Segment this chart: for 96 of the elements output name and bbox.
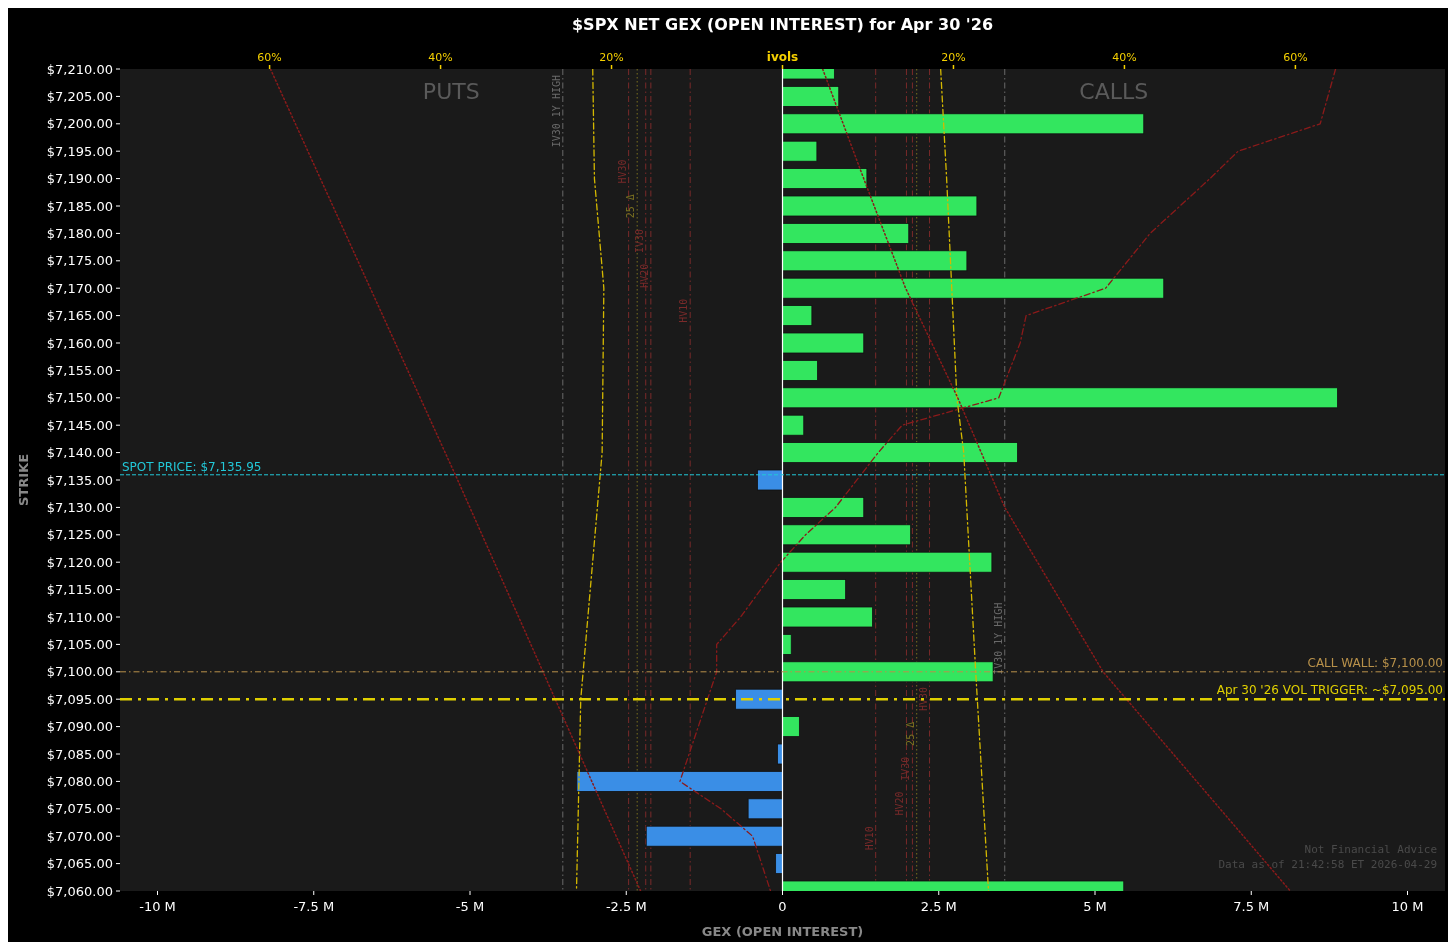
x2-tick-label: 40% (1112, 51, 1137, 64)
bar (782, 634, 792, 655)
y-axis-title: STRIKE (16, 453, 31, 507)
x-tick-label: 7.5 M (1233, 899, 1270, 914)
bar (757, 469, 783, 491)
bar (782, 195, 978, 217)
ref-line-label: IV30 (633, 229, 645, 254)
x2-tick-label: 60% (257, 51, 282, 64)
bar (782, 497, 865, 518)
y-tick-label: $7,205.00 (46, 88, 113, 104)
y-tick-label: $7,165.00 (46, 308, 113, 324)
bar (782, 305, 813, 326)
bar (782, 524, 912, 546)
bar (782, 551, 993, 573)
y-tick-label: $7,130.00 (46, 499, 113, 515)
ref-line-label: IV30 1Y HIGH (992, 602, 1004, 675)
y-tick-label: $7,125.00 (46, 527, 113, 543)
bar (782, 442, 1018, 463)
ref-line-label: SPOT PRICE: $7,135.95 (122, 459, 262, 474)
y-tick-label: $7,115.00 (46, 582, 113, 598)
ref-line-label: CALL WALL: $7,100.00 (1307, 655, 1443, 670)
y-tick-label: $7,175.00 (46, 253, 113, 269)
x2-tick-label: 20% (599, 51, 624, 64)
annotation: CALLS (1079, 79, 1149, 104)
y-tick-label: $7,185.00 (46, 198, 113, 214)
y-tick-label: $7,135.00 (46, 472, 113, 488)
y-tick-label: $7,095.00 (46, 691, 113, 707)
y-tick-label: $7,060.00 (46, 883, 113, 899)
x2-tick-label: 20% (941, 51, 966, 64)
y-tick-label: $7,145.00 (46, 417, 113, 433)
x2-tick-label: ivols (766, 50, 799, 64)
bar (782, 579, 847, 600)
x-tick-label: 2.5 M (920, 899, 957, 914)
x2-tick-label: 40% (428, 51, 453, 64)
bar (782, 223, 910, 244)
bar (576, 771, 783, 792)
y-tick-label: $7,090.00 (46, 719, 113, 735)
bar (777, 743, 783, 765)
y-tick-label: $7,070.00 (46, 828, 113, 844)
y-tick-label: $7,170.00 (46, 280, 113, 296)
x2-tick-label: 60% (1283, 51, 1308, 64)
ref-line-label: HV10 (863, 826, 875, 851)
ref-line-label: HV10 (678, 298, 690, 323)
bar (735, 688, 783, 710)
ref-line-label: IV30 (900, 756, 912, 781)
y-tick-label: $7,140.00 (46, 445, 113, 461)
annotation: PUTS (422, 79, 480, 104)
x-tick-label: -7.5 M (293, 899, 335, 914)
bar (782, 250, 968, 272)
bar (645, 825, 783, 847)
bar (775, 853, 783, 874)
y-tick-label: $7,160.00 (46, 335, 113, 351)
ref-line-label: HV30 (917, 687, 929, 712)
ref-line-label: IV30 1Y HIGH (550, 75, 562, 148)
bar (782, 414, 805, 436)
y-tick-label: $7,110.00 (46, 609, 113, 625)
x-tick-label: -2.5 M (605, 899, 647, 914)
x-tick-label: -10 M (139, 899, 176, 914)
bar (782, 360, 818, 381)
y-tick-label: $7,085.00 (46, 746, 113, 762)
chart-title: $SPX NET GEX (OPEN INTEREST) for Apr 30 '26 (571, 15, 994, 34)
bar (782, 140, 818, 162)
bar (782, 86, 840, 107)
ref-line-label: Apr 30 '26 VOL TRIGGER: ~$7,095.00 (1216, 683, 1443, 698)
y-tick-label: $7,080.00 (46, 773, 113, 789)
x-tick-label: 5 M (1083, 899, 1107, 914)
bar (782, 716, 800, 737)
y-tick-label: $7,105.00 (46, 636, 113, 652)
x-tick-label: 0 (778, 899, 787, 914)
x-tick-label: 10 M (1391, 899, 1424, 914)
y-tick-label: $7,075.00 (46, 801, 113, 817)
bar (782, 277, 1165, 299)
x-tick-label: -5 M (455, 899, 485, 914)
ref-line-label: HV20 (894, 791, 906, 816)
bar (747, 798, 783, 820)
bar (782, 606, 873, 628)
y-tick-label: $7,180.00 (46, 225, 113, 241)
ref-line-label: HV30 (616, 159, 628, 184)
bar (782, 332, 865, 354)
ref-line-label: 25 Δ (625, 194, 637, 219)
bar (782, 168, 868, 189)
y-tick-label: $7,200.00 (46, 116, 113, 132)
y-tick-label: $7,155.00 (46, 362, 113, 378)
ref-line-label: HV20 (638, 263, 650, 288)
y-tick-label: $7,100.00 (46, 664, 113, 680)
x-axis-title: GEX (OPEN INTEREST) (701, 924, 864, 939)
bar (782, 387, 1338, 409)
y-tick-label: $7,120.00 (46, 554, 113, 570)
y-tick-label: $7,195.00 (46, 143, 113, 159)
y-tick-label: $7,065.00 (46, 856, 113, 872)
y-tick-label: $7,210.00 (46, 61, 113, 77)
ref-line-label: 25 Δ (904, 721, 916, 746)
y-tick-label: $7,190.00 (46, 171, 113, 187)
bar (782, 661, 994, 683)
bar (782, 113, 1145, 135)
y-tick-label: $7,150.00 (46, 390, 113, 406)
